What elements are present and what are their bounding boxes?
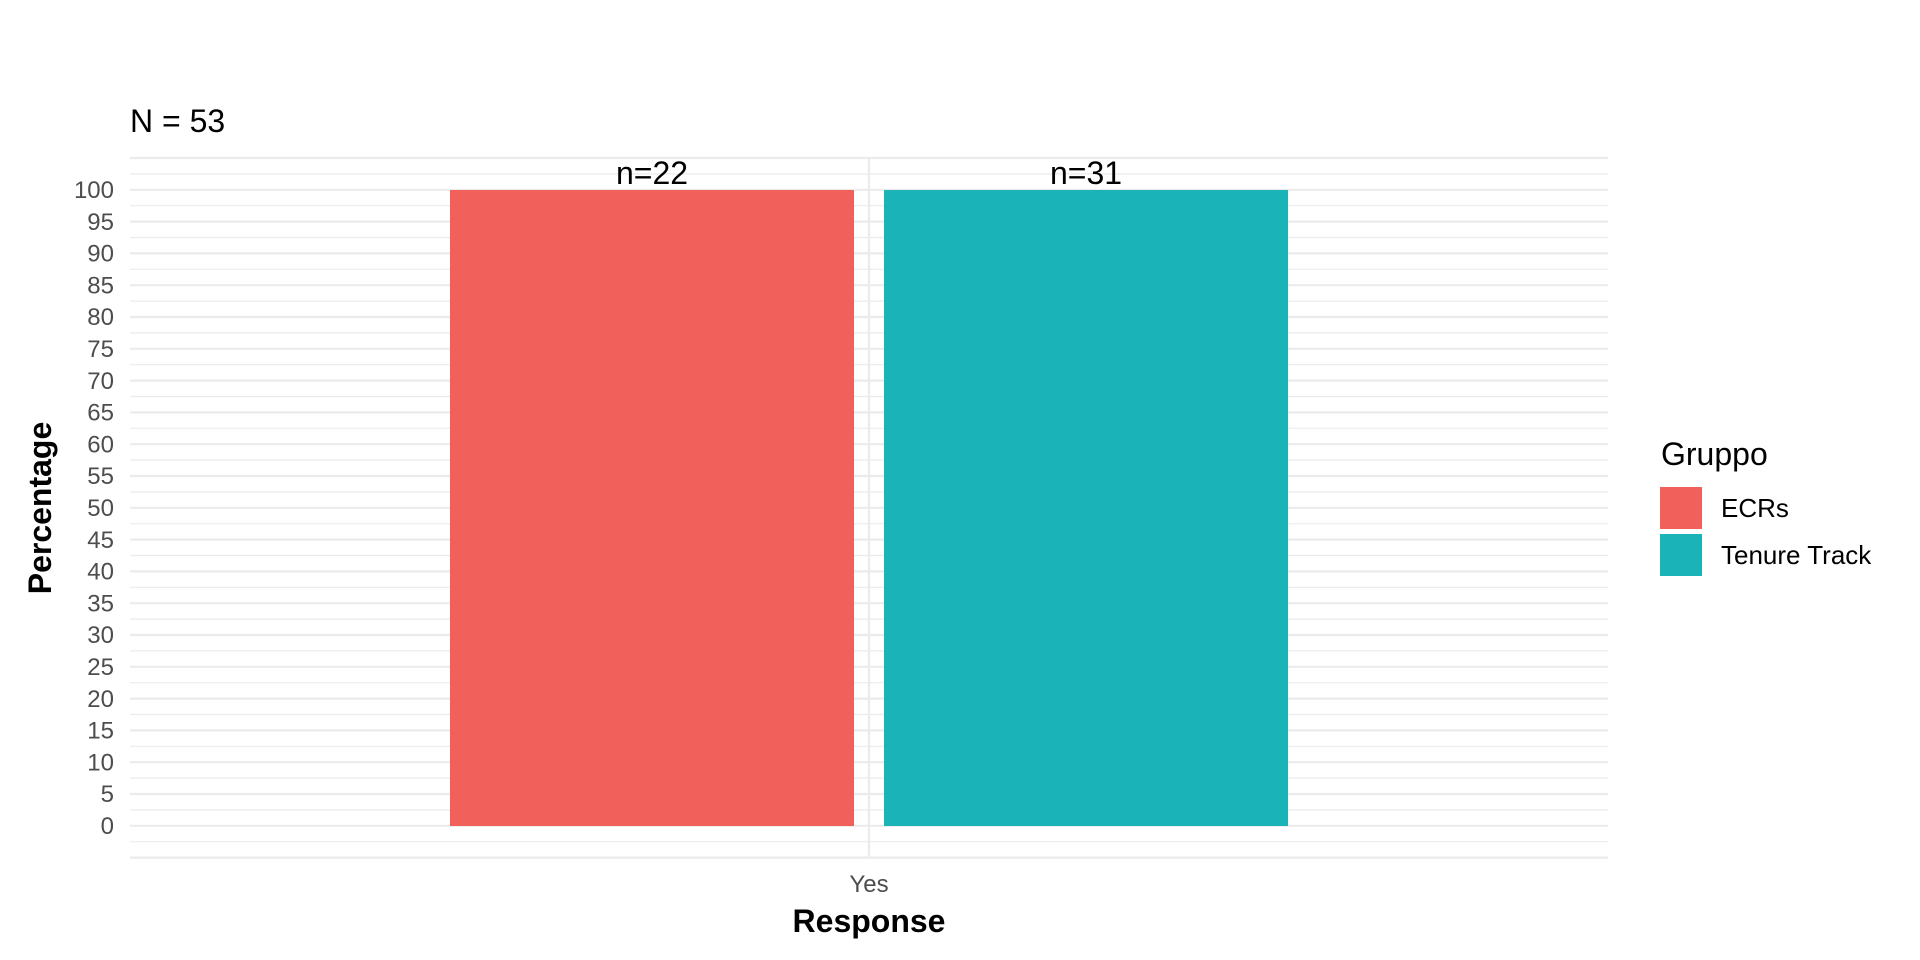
y-tick-label: 80: [87, 304, 114, 331]
y-tick-label: 5: [101, 781, 114, 808]
legend-label: Tenure Track: [1721, 540, 1872, 570]
y-tick-label: 65: [87, 400, 114, 427]
legend-items: ECRs Tenure Track: [1660, 487, 1872, 576]
bar-tenure-track: [884, 190, 1289, 826]
y-tick-label: 40: [87, 559, 114, 586]
x-tick-label: Yes: [849, 871, 888, 898]
x-axis-title: Response: [793, 903, 946, 939]
y-tick-label: 75: [87, 336, 114, 363]
bars: [449, 190, 1289, 826]
y-tick-label: 70: [87, 368, 114, 395]
y-tick-label: 0: [101, 813, 114, 840]
grid-lines: [130, 156, 1608, 859]
y-tick-label: 35: [87, 590, 114, 617]
y-tick-label: 20: [87, 686, 114, 713]
bar-data-label: n=22: [616, 155, 688, 191]
legend-swatch: [1660, 534, 1702, 576]
x-tick-labels: Yes: [849, 871, 888, 898]
y-tick-label: 10: [87, 749, 114, 776]
y-tick-label: 90: [87, 241, 114, 268]
y-tick-label: 55: [87, 463, 114, 490]
y-tick-label: 50: [87, 495, 114, 522]
y-tick-label: 25: [87, 654, 114, 681]
legend: Gruppo ECRs Tenure Track: [1660, 436, 1872, 576]
legend-label: ECRs: [1721, 493, 1789, 523]
bar-ecrs: [449, 190, 854, 826]
legend-swatch: [1660, 487, 1702, 529]
y-tick-labels: 0 5 10 15 20 25 30 35 40 45 50 55 60 65 70 75 80 85 90 95 10…: [74, 177, 114, 840]
y-tick-label: 45: [87, 527, 114, 554]
y-tick-label: 60: [87, 431, 114, 458]
y-tick-label: 100: [74, 177, 114, 204]
legend-title: Gruppo: [1661, 436, 1768, 472]
y-axis-title: Percentage: [22, 422, 58, 595]
bar-data-label: n=31: [1050, 155, 1122, 191]
y-tick-label: 95: [87, 209, 114, 236]
y-tick-label: 85: [87, 272, 114, 299]
chart-subtitle: N = 53: [130, 103, 225, 139]
y-tick-label: 15: [87, 718, 114, 745]
y-tick-label: 30: [87, 622, 114, 649]
bar-labels: n=22 n=31: [616, 155, 1122, 191]
